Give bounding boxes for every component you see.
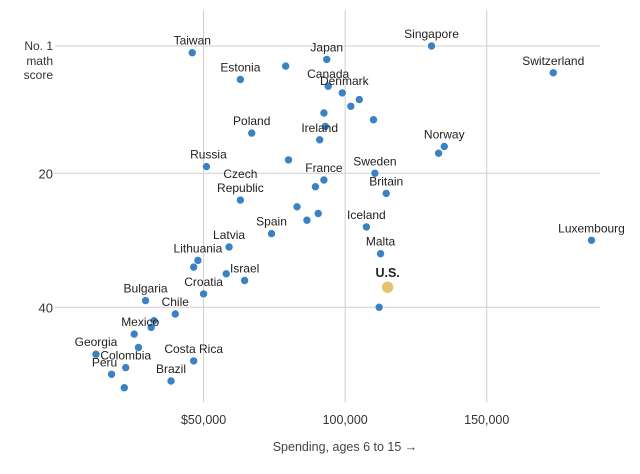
label-croatia: Croatia [184, 275, 223, 289]
label-czech-republic: Czech Republic [217, 167, 264, 195]
label-taiwan: Taiwan [174, 34, 211, 48]
label-malta: Malta [366, 235, 396, 249]
point-sweden [370, 169, 380, 178]
label-poland: Poland [233, 114, 270, 128]
point-croatia [199, 289, 208, 299]
labels-layer: Taiwan Singapore Japan Estonia Switzerland Ca… [75, 27, 625, 376]
point-unlabeled-42 [146, 323, 156, 332]
point-brazil [166, 376, 176, 386]
point-switzerland [548, 68, 558, 78]
label-japan: Japan [310, 40, 343, 54]
y-tick-label-40: 40 [39, 300, 53, 315]
x-tick-label-150000: 150,000 [464, 413, 509, 427]
label-colombia: Colombia [100, 349, 151, 363]
point-canada [323, 81, 333, 91]
x-tick-label-50000: $50,000 [181, 413, 226, 427]
point-unlabeled-13 [321, 122, 330, 131]
y-tick-label-20: 20 [39, 166, 53, 181]
point-unlabeled-26 [302, 215, 312, 225]
point-france [319, 175, 329, 185]
label-bulgaria: Bulgaria [124, 282, 168, 296]
label-costa-rica: Costa Rica [164, 342, 223, 356]
y-tick-label-top-line2: math [26, 54, 53, 68]
point-spain [267, 229, 276, 238]
point-lithuania [193, 256, 203, 265]
point-ireland [315, 135, 324, 145]
label-britain: Britain [369, 174, 403, 188]
point-unlabeled-4 [281, 61, 290, 71]
point-unlabeled-33 [189, 262, 198, 272]
label-lithuania: Lithuania [174, 241, 223, 255]
label-u-s: U.S. [375, 266, 399, 280]
point-georgia [91, 349, 101, 359]
label-france: France [305, 161, 343, 175]
point-unlabeled-16 [434, 148, 443, 158]
point-colombia [121, 363, 131, 372]
point-unlabeled-10 [319, 108, 329, 118]
point-chile [170, 309, 180, 319]
points-layer [91, 41, 596, 393]
point-bulgaria [141, 296, 150, 305]
point-unlabeled-9 [346, 102, 356, 111]
label-iceland: Iceland [347, 208, 386, 222]
point-israel [240, 276, 249, 285]
point-singapore [427, 41, 436, 51]
point-estonia [236, 75, 245, 84]
x-axis-label: Spending, ages 6 to 15 → [273, 440, 418, 454]
point-costa-rica [189, 356, 198, 366]
point-britain [381, 189, 391, 198]
point-luxembourg [587, 236, 596, 245]
label-georgia: Georgia [75, 335, 118, 349]
point-taiwan [187, 48, 197, 58]
label-switzerland: Switzerland [522, 54, 584, 68]
label-denmark: Denmark [320, 74, 370, 88]
point-denmark [338, 88, 347, 98]
axis-layer: No. 1 math score 20 40 $50,000 100,000 1… [24, 39, 510, 454]
point-unlabeled-17 [284, 155, 293, 165]
label-russia: Russia [190, 148, 227, 162]
point-unlabeled-25 [313, 209, 323, 218]
label-israel: Israel [230, 262, 259, 276]
point-u-s [381, 280, 394, 294]
grid-layer [55, 10, 600, 402]
point-poland [247, 128, 257, 138]
label-peru: Peru [92, 355, 117, 369]
point-norway [439, 142, 449, 151]
y-tick-label-top-line3: score [24, 68, 54, 82]
y-tick-label-top: No. 1 [24, 39, 53, 53]
label-czech-republic-line2: Republic [217, 181, 264, 195]
point-peru [107, 369, 116, 379]
x-tick-label-100000: 100,000 [323, 413, 368, 427]
point-mexico [129, 329, 139, 339]
point-unlabeled-24 [292, 202, 302, 212]
label-sweden: Sweden [353, 154, 396, 168]
point-unlabeled-34 [221, 269, 231, 279]
point-russia [202, 162, 211, 171]
point-unlabeled-44 [134, 343, 143, 352]
label-chile: Chile [162, 295, 190, 309]
label-norway: Norway [424, 128, 465, 142]
label-luxembourg: Luxembourg [558, 221, 625, 235]
point-unlabeled-8 [355, 95, 364, 104]
point-czech-republic [236, 195, 245, 205]
label-estonia: Estonia [220, 61, 260, 75]
point-unlabeled-39 [374, 302, 384, 312]
label-czech-republic-line1: Czech [223, 167, 257, 181]
point-japan [322, 55, 332, 64]
point-unlabeled-50 [119, 383, 129, 393]
label-mexico: Mexico [121, 315, 159, 329]
label-canada: Canada [307, 67, 349, 81]
point-unlabeled-21 [311, 182, 320, 191]
label-brazil: Brazil [156, 362, 186, 376]
point-unlabeled-11 [369, 115, 378, 124]
point-latvia [224, 242, 234, 252]
label-ireland: Ireland [301, 121, 338, 135]
point-malta [376, 249, 385, 258]
label-singapore: Singapore [404, 27, 459, 41]
label-latvia: Latvia [213, 228, 245, 242]
label-spain: Spain [256, 215, 287, 229]
point-iceland [362, 222, 371, 232]
